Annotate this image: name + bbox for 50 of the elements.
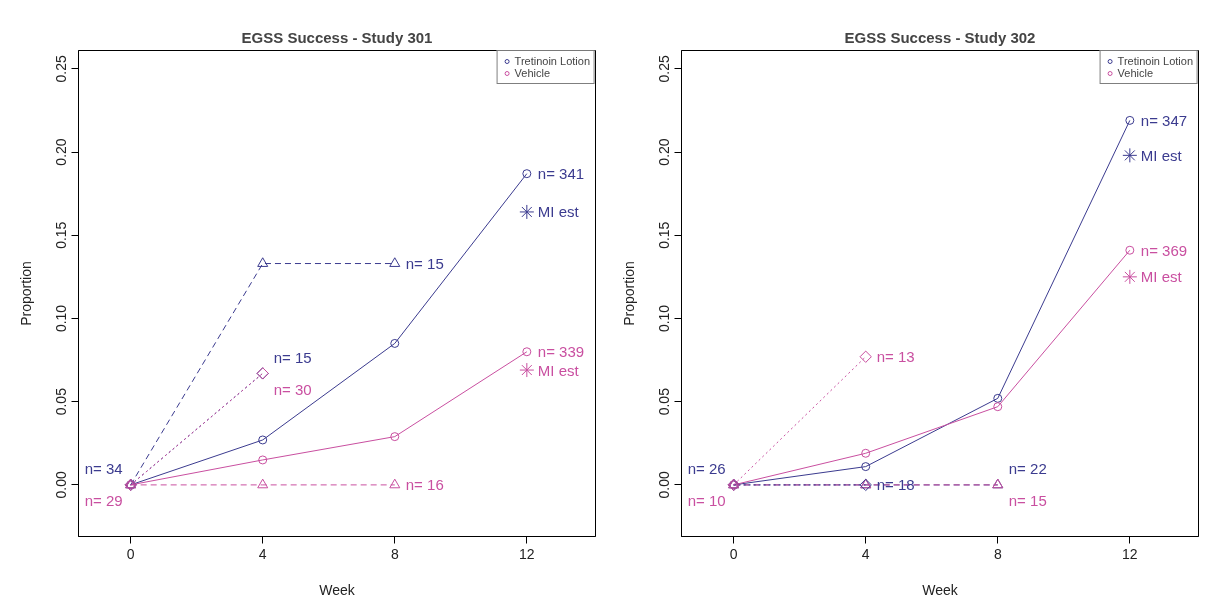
annotation: n= 34 bbox=[84, 460, 123, 478]
annotation: n= 18 bbox=[876, 476, 915, 494]
y-tick-label: 0.00 bbox=[53, 471, 70, 499]
chart-title: EGSS Success - Study 302 bbox=[844, 28, 1036, 46]
y-tick-label: 0.10 bbox=[656, 304, 673, 333]
annotation: MI est bbox=[1140, 268, 1183, 286]
x-tick-label: 12 bbox=[519, 545, 535, 562]
annotation: n= 341 bbox=[537, 165, 585, 183]
annotation: n= 26 bbox=[687, 460, 726, 478]
y-tick-label: 0.20 bbox=[656, 138, 673, 166]
legend-label: Vehicle bbox=[514, 67, 551, 79]
y-tick-label: 0.15 bbox=[53, 221, 70, 249]
annotation: MI est bbox=[1140, 146, 1183, 164]
x-tick-label: 4 bbox=[861, 545, 870, 562]
annotation: n= 13 bbox=[876, 348, 915, 366]
annotation: n= 15 bbox=[1008, 492, 1047, 510]
x-tick-label: 12 bbox=[1122, 545, 1138, 562]
annotation: n= 15 bbox=[405, 255, 444, 273]
y-tick-label: 0.10 bbox=[53, 304, 70, 333]
y-tick-label: 0.25 bbox=[53, 54, 70, 83]
annotation: n= 22 bbox=[1008, 460, 1047, 478]
y-tick-label: 0.15 bbox=[656, 221, 673, 249]
x-tick-label: 4 bbox=[258, 545, 267, 562]
y-tick-label: 0.25 bbox=[656, 54, 673, 83]
x-axis-title: Week bbox=[922, 581, 959, 598]
annotation: MI est bbox=[537, 203, 580, 221]
annotation: n= 347 bbox=[1140, 111, 1188, 129]
annotation: n= 15 bbox=[273, 348, 312, 366]
annotation: n= 30 bbox=[273, 380, 312, 398]
x-tick-label: 8 bbox=[993, 545, 1002, 562]
x-tick-label: 8 bbox=[390, 545, 399, 562]
annotation: n= 16 bbox=[405, 476, 444, 494]
y-tick-label: 0.20 bbox=[53, 138, 70, 166]
legend-label: Vehicle bbox=[1117, 67, 1154, 79]
legend-label: Tretinoin Lotion bbox=[514, 55, 590, 67]
annotation: n= 29 bbox=[84, 492, 123, 510]
y-tick-label: 0.05 bbox=[656, 387, 673, 416]
chart-title: EGSS Success - Study 301 bbox=[241, 28, 433, 46]
y-tick-label: 0.05 bbox=[53, 387, 70, 416]
annotation: n= 339 bbox=[537, 343, 585, 361]
y-tick-label: 0.00 bbox=[656, 471, 673, 499]
legend-label: Tretinoin Lotion bbox=[1117, 55, 1193, 67]
x-tick-label: 0 bbox=[126, 545, 135, 562]
y-axis-title: Proportion bbox=[620, 261, 637, 326]
annotation: MI est bbox=[537, 361, 580, 379]
annotation: n= 369 bbox=[1140, 241, 1188, 259]
y-axis-title: Proportion bbox=[17, 261, 34, 326]
x-tick-label: 0 bbox=[729, 545, 738, 562]
x-axis-title: Week bbox=[319, 581, 356, 598]
annotation: n= 10 bbox=[687, 492, 726, 510]
